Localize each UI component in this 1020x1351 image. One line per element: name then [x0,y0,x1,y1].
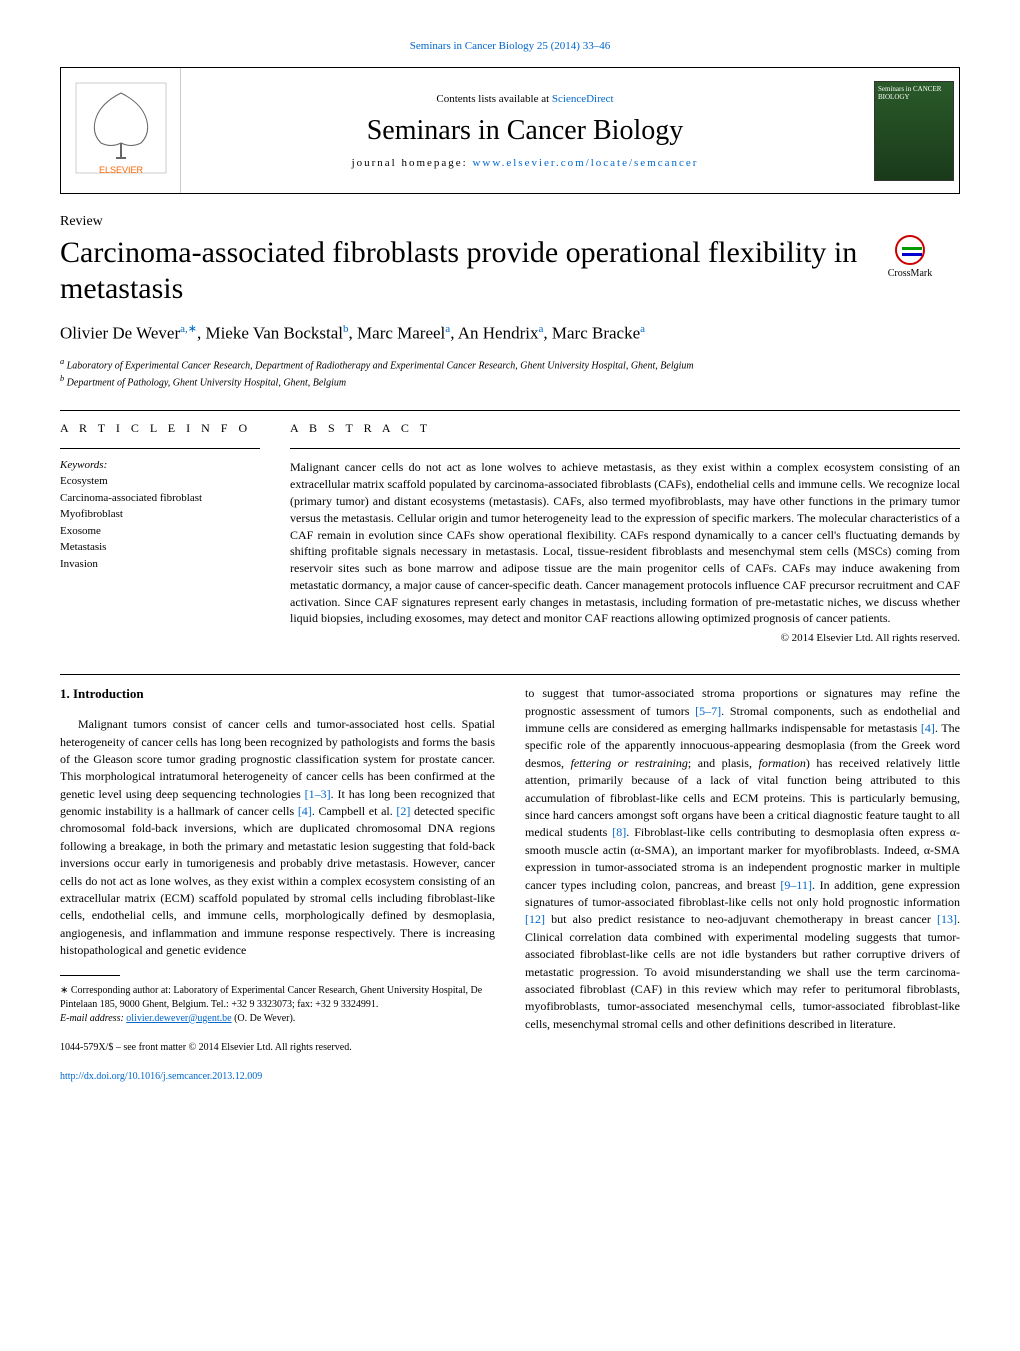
abstract-copyright: © 2014 Elsevier Ltd. All rights reserved… [290,632,960,644]
divider [60,410,960,411]
doi-link[interactable]: http://dx.doi.org/10.1016/j.semcancer.20… [60,1071,262,1082]
svg-text:ELSEVIER: ELSEVIER [99,165,144,175]
email-footnote: E-mail address: olivier.dewever@ugent.be… [60,1012,495,1026]
keyword: Carcinoma-associated fibroblast [60,490,260,507]
keyword: Myofibroblast [60,506,260,523]
body-paragraph: to suggest that tumor-associated stroma … [525,685,960,1033]
publisher-logo-box: ELSEVIER [61,68,181,193]
affiliations: a Laboratory of Experimental Cancer Rese… [60,356,960,391]
citation-link[interactable]: [1–3] [305,787,331,801]
article-type-label: Review [60,214,960,230]
body-column-right: to suggest that tumor-associated stroma … [525,685,960,1084]
journal-cover-box: Seminars in CANCER BIOLOGY [869,76,959,186]
section-heading: 1. Introduction [60,685,495,704]
homepage-link[interactable]: www.elsevier.com/locate/semcancer [472,157,698,169]
journal-name: Seminars in Cancer Biology [191,115,859,147]
contents-prefix: Contents lists available at [436,93,551,105]
citation-link[interactable]: [5–7] [695,704,721,718]
abstract-heading: A B S T R A C T [290,421,960,436]
sciencedirect-link[interactable]: ScienceDirect [552,93,614,105]
keyword: Metastasis [60,539,260,556]
elsevier-tree-logo: ELSEVIER [71,78,171,178]
journal-homepage-line: journal homepage: www.elsevier.com/locat… [191,157,859,169]
article-title: Carcinoma-associated fibroblasts provide… [60,235,860,307]
cover-text: Seminars in CANCER BIOLOGY [875,82,953,104]
keywords-label: Keywords: [60,459,260,471]
keyword: Exosome [60,523,260,540]
abstract-box: A B S T R A C T Malignant cancer cells d… [290,421,960,644]
article-info-heading: A R T I C L E I N F O [60,421,260,436]
email-label: E-mail address: [60,1013,126,1024]
divider [60,448,260,449]
citation-link[interactable]: [9–11] [780,878,812,892]
abstract-text: Malignant cancer cells do not act as lon… [290,459,960,627]
citation-link[interactable]: [4] [298,804,312,818]
footnote-separator [60,975,120,976]
divider [60,674,960,675]
article-info-box: A R T I C L E I N F O Keywords: Ecosyste… [60,421,260,644]
journal-cover-thumbnail: Seminars in CANCER BIOLOGY [874,81,954,181]
citation-link[interactable]: [4] [921,721,935,735]
author-list: Olivier De Wevera,∗, Mieke Van Bockstalb… [60,322,960,344]
divider [290,448,960,449]
email-suffix: (O. De Wever). [232,1013,296,1024]
corresponding-author-footnote: ∗ Corresponding author at: Laboratory of… [60,984,495,1012]
issn-line: 1044-579X/$ – see front matter © 2014 El… [60,1041,495,1056]
body-paragraph: Malignant tumors consist of cancer cells… [60,716,495,959]
crossmark-widget[interactable]: CrossMark [860,235,960,279]
contents-line: Contents lists available at ScienceDirec… [191,93,859,105]
homepage-prefix: journal homepage: [352,157,473,169]
body-column-left: 1. Introduction Malignant tumors consist… [60,685,495,1084]
keyword: Invasion [60,556,260,573]
citation-link[interactable]: [12] [525,912,545,926]
citation-link[interactable]: [13] [937,912,957,926]
citation-link[interactable]: [2] [396,804,410,818]
author-email-link[interactable]: olivier.dewever@ugent.be [126,1013,231,1024]
crossmark-label: CrossMark [888,268,932,279]
citation-link[interactable]: [8] [612,825,626,839]
keyword: Ecosystem [60,473,260,490]
journal-header: ELSEVIER Contents lists available at Sci… [60,67,960,194]
top-citation[interactable]: Seminars in Cancer Biology 25 (2014) 33–… [60,40,960,52]
crossmark-icon [895,235,925,265]
